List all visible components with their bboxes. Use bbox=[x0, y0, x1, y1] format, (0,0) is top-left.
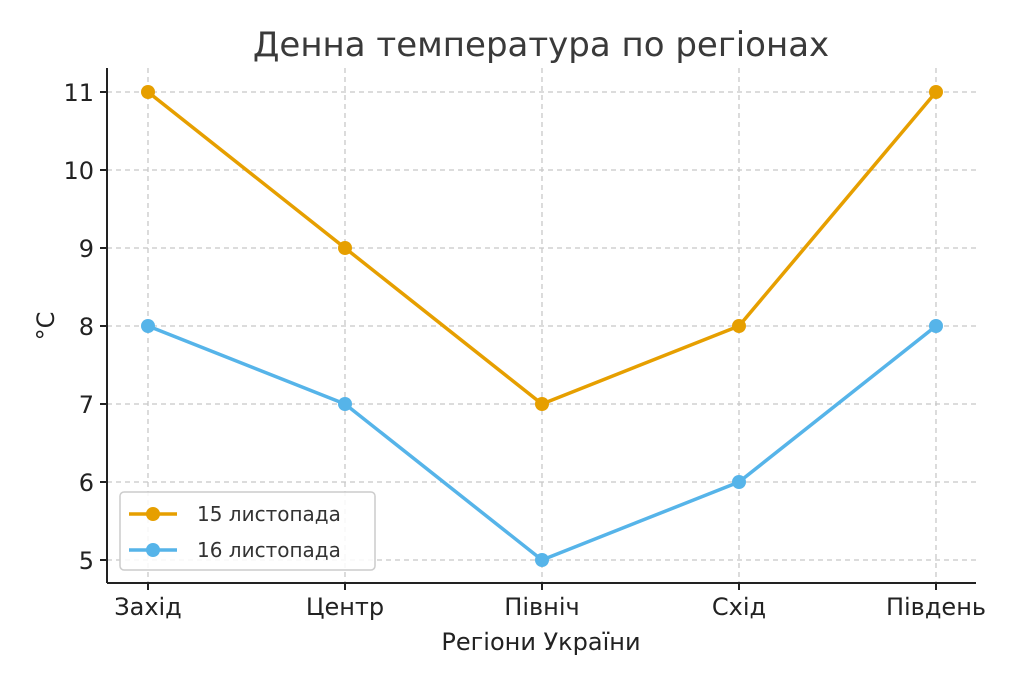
legend-marker-icon bbox=[146, 543, 160, 557]
data-point bbox=[535, 397, 549, 411]
y-axis-ticks: 5 6 7 8 9 10 11 bbox=[63, 79, 107, 575]
legend-label: 15 листопада bbox=[197, 502, 341, 526]
x-tick-label: Центр bbox=[306, 593, 384, 621]
data-point bbox=[141, 319, 155, 333]
x-axis-ticks: Захід Центр Північ Схід Південь bbox=[114, 583, 986, 621]
data-point bbox=[929, 319, 943, 333]
legend-box bbox=[119, 491, 376, 571]
y-tick-label: 6 bbox=[79, 469, 94, 497]
y-axis-label: °C bbox=[32, 312, 60, 341]
x-tick-label: Схід bbox=[712, 593, 766, 621]
series-line bbox=[141, 319, 943, 567]
data-point bbox=[732, 319, 746, 333]
data-point bbox=[929, 85, 943, 99]
y-tick-label: 10 bbox=[63, 157, 94, 185]
x-axis-label: Регіони України bbox=[441, 628, 640, 656]
x-tick-label: Північ bbox=[504, 593, 579, 621]
legend: 15 листопада 16 листопада bbox=[119, 491, 376, 571]
data-point bbox=[535, 553, 549, 567]
y-tick-label: 9 bbox=[79, 235, 94, 263]
data-point bbox=[732, 475, 746, 489]
grid-lines bbox=[107, 68, 976, 583]
data-point bbox=[338, 241, 352, 255]
x-tick-label: Південь bbox=[886, 593, 986, 621]
y-tick-label: 8 bbox=[79, 313, 94, 341]
legend-label: 16 листопада bbox=[197, 538, 341, 562]
data-point bbox=[338, 397, 352, 411]
data-point bbox=[141, 85, 155, 99]
series-line bbox=[141, 85, 943, 411]
data-series bbox=[141, 85, 943, 567]
x-tick-label: Захід bbox=[114, 593, 182, 621]
y-tick-label: 5 bbox=[79, 547, 94, 575]
y-tick-label: 7 bbox=[79, 391, 94, 419]
y-tick-label: 11 bbox=[63, 79, 94, 107]
chart-title: Денна температура по регіонах bbox=[253, 25, 829, 65]
legend-marker-icon bbox=[146, 507, 160, 521]
